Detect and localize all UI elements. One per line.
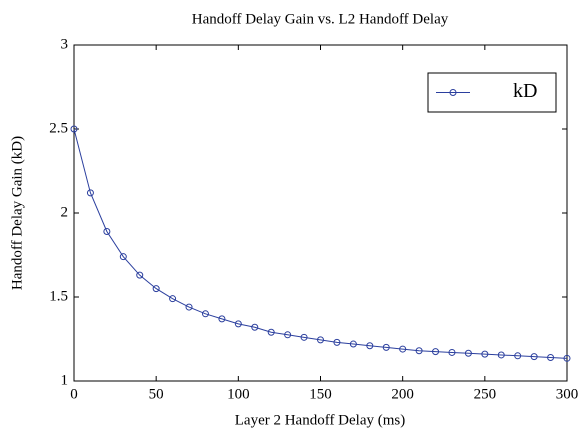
data-point — [103, 227, 111, 235]
data-point — [530, 353, 538, 361]
data-point — [251, 323, 259, 331]
data-point — [152, 285, 160, 293]
x-tick-label: 250 — [474, 386, 497, 402]
data-point — [169, 295, 177, 303]
y-tick-label: 3 — [61, 36, 69, 52]
y-tick-label: 1.5 — [49, 288, 68, 304]
data-point — [300, 333, 308, 341]
legend-marker — [449, 89, 457, 96]
data-point — [497, 351, 505, 359]
x-axis-label: Layer 2 Handoff Delay (ms) — [235, 412, 406, 428]
x-tick-label: 50 — [149, 386, 164, 402]
x-tick-label: 150 — [309, 386, 332, 402]
data-point — [366, 342, 374, 350]
data-point — [185, 303, 193, 311]
data-point — [415, 347, 423, 355]
x-tick-label: 300 — [556, 386, 579, 402]
data-point — [349, 340, 357, 348]
y-tick-label: 2.5 — [49, 120, 68, 136]
y-tick-label: 1 — [61, 372, 69, 388]
data-point — [333, 338, 341, 346]
x-tick-label: 0 — [70, 386, 78, 402]
x-tick-label: 200 — [391, 386, 414, 402]
data-point — [70, 125, 78, 133]
data-line — [73, 128, 568, 359]
data-point — [267, 328, 275, 336]
data-point — [481, 350, 489, 358]
y-axis-label: Handoff Delay Gain (kD) — [9, 136, 25, 290]
data-point — [234, 320, 242, 328]
data-point — [514, 352, 522, 360]
data-point — [218, 315, 226, 323]
legend-label: kD — [513, 80, 537, 102]
data-point — [399, 345, 407, 353]
data-point — [547, 353, 555, 361]
data-point — [317, 336, 324, 344]
data-point — [136, 271, 144, 279]
data-point — [563, 354, 571, 362]
y-tick-label: 2 — [61, 204, 69, 220]
data-point — [284, 331, 292, 339]
data-point — [119, 253, 127, 261]
data-point — [382, 343, 390, 351]
chart-title: Handoff Delay Gain vs. L2 Handoff Delay — [192, 11, 449, 27]
data-point — [86, 189, 94, 197]
data-point — [448, 348, 456, 356]
data-point — [464, 349, 472, 357]
data-point — [201, 310, 209, 318]
x-tick-label: 100 — [227, 386, 250, 402]
data-point — [432, 348, 440, 356]
